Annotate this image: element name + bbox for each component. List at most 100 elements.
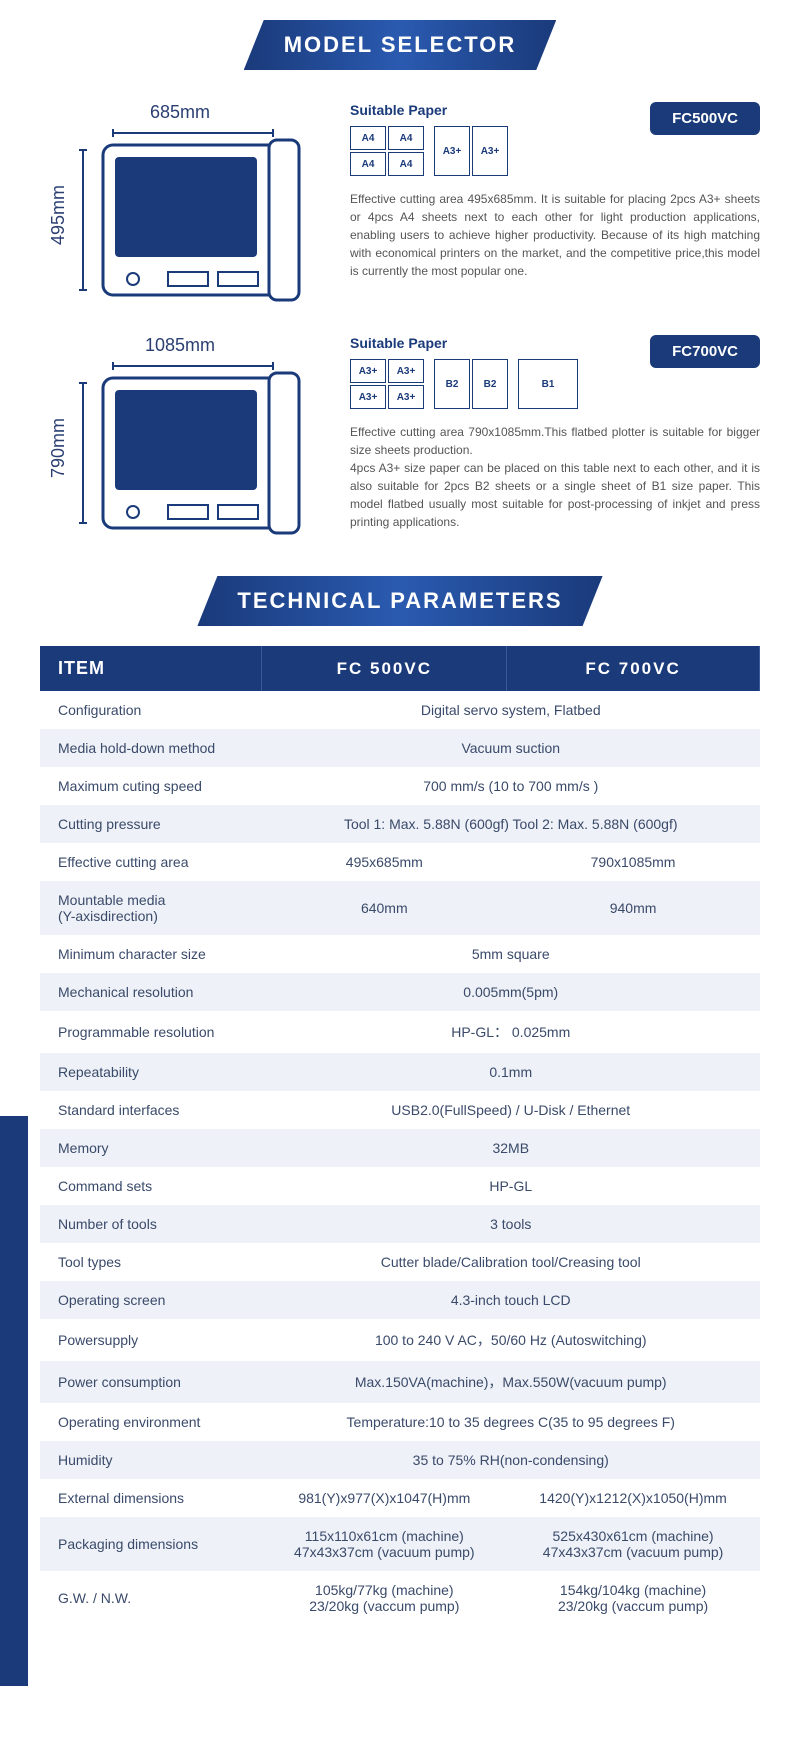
spec-value: 0.005mm(5pm) [262,973,760,1011]
paper-row: A4A4A4A4 A3+A3+ [350,126,650,176]
table-row: Tool typesCutter blade/Calibration tool/… [40,1243,760,1281]
info-col: FC700VC Suitable Paper A3+A3+A3+A3+B2B2B… [350,335,760,531]
spec-value: 32MB [262,1129,760,1167]
table-row: Maximum cuting speed700 mm/s (10 to 700 … [40,767,760,805]
dim-top: 1085mm [145,335,215,356]
spec-value: Digital servo system, Flatbed [262,691,760,729]
spec-label: G.W. / N.W. [40,1571,262,1625]
table-row: G.W. / N.W.105kg/77kg (machine)23/20kg (… [40,1571,760,1625]
spec-value: 5mm square [262,935,760,973]
spec-value: 640mm [262,881,507,935]
spec-label: Media hold-down method [40,729,262,767]
spec-value: HP-GL [262,1167,760,1205]
spec-label: Mechanical resolution [40,973,262,1011]
spec-header: FC 700VC [507,646,760,691]
table-row: ConfigurationDigital servo system, Flatb… [40,691,760,729]
spec-label: Repeatability [40,1053,262,1091]
spec-value: 0.1mm [262,1053,760,1091]
table-row: Memory32MB [40,1129,760,1167]
spec-label: External dimensions [40,1479,262,1517]
table-row: External dimensions981(Y)x977(X)x1047(H)… [40,1479,760,1517]
paper-cell: A3+ [350,385,386,409]
table-row: Command setsHP-GL [40,1167,760,1205]
dim-side: 495mm [48,185,69,245]
diagram-col: 685mm 495mm [40,102,320,305]
spec-value: 981(Y)x977(X)x1047(H)mm [262,1479,507,1517]
spec-label: Powersupply [40,1319,262,1361]
paper-cell: B2 [434,359,470,409]
spec-value: Vacuum suction [262,729,760,767]
spec-label: Standard interfaces [40,1091,262,1129]
spec-header: FC 500VC [262,646,507,691]
spec-value: 940mm [507,881,760,935]
spec-value: 525x430x61cm (machine)47x43x37cm (vacuum… [507,1517,760,1571]
paper-cell: B2 [472,359,508,409]
spec-value: 4.3-inch touch LCD [262,1281,760,1319]
model-desc: Effective cutting area 790x1085mm.This f… [350,423,760,531]
spec-value: Tool 1: Max. 5.88N (600gf) Tool 2: Max. … [262,805,760,843]
table-row: Mountable media(Y-axisdirection)640mm940… [40,881,760,935]
table-row: Repeatability0.1mm [40,1053,760,1091]
spec-table: ITEMFC 500VCFC 700VC ConfigurationDigita… [40,646,760,1625]
spec-label: Memory [40,1129,262,1167]
spec-label: Operating screen [40,1281,262,1319]
table-row: Operating environmentTemperature:10 to 3… [40,1403,760,1441]
spec-value: 1420(Y)x1212(X)x1050(H)mm [507,1479,760,1517]
spec-value: 115x110x61cm (machine)47x43x37cm (vacuum… [262,1517,507,1571]
model-desc: Effective cutting area 495x685mm. It is … [350,190,760,280]
paper-group: A4A4A4A4 [350,126,424,176]
table-row: Humidity35 to 75% RH(non-condensing) [40,1441,760,1479]
spec-label: Operating environment [40,1403,262,1441]
dim-top: 685mm [150,102,210,123]
spec-value: Max.150VA(machine)，Max.550W(vacuum pump) [262,1361,760,1403]
model-row: 685mm 495mm FC500VC Suitable Paper A4A4A… [0,90,800,323]
paper-cell: A4 [350,126,386,150]
spec-value: 790x1085mm [507,843,760,881]
table-row: Effective cutting area495x685mm790x1085m… [40,843,760,881]
model-selector-banner: MODEL SELECTOR [244,20,557,70]
table-row: Operating screen4.3-inch touch LCD [40,1281,760,1319]
paper-cell: A4 [388,126,424,150]
spec-value: 495x685mm [262,843,507,881]
paper-cell: B1 [518,359,578,409]
table-row: Minimum character size5mm square [40,935,760,973]
model-badge: FC700VC [650,335,760,368]
spec-label: Programmable resolution [40,1011,262,1053]
spec-header: ITEM [40,646,262,691]
info-col: FC500VC Suitable Paper A4A4A4A4A3+A3+ Ef… [350,102,760,280]
table-row: Packaging dimensions115x110x61cm (machin… [40,1517,760,1571]
spec-label: Configuration [40,691,262,729]
spec-label: Mountable media(Y-axisdirection) [40,881,262,935]
paper-cell: A3+ [388,359,424,383]
model-row: 1085mm 790mm FC700VC Suitable Paper A3+A… [0,323,800,556]
paper-cell: A3+ [350,359,386,383]
spec-value: 154kg/104kg (machine)23/20kg (vaccum pum… [507,1571,760,1625]
spec-value: 100 to 240 V AC，50/60 Hz (Autoswitching) [262,1319,760,1361]
table-row: Number of tools3 tools [40,1205,760,1243]
spec-value: 3 tools [262,1205,760,1243]
paper-cell: A4 [350,152,386,176]
dim-side: 790mm [48,418,69,478]
table-row: Standard interfacesUSB2.0(FullSpeed) / U… [40,1091,760,1129]
spec-value: 700 mm/s (10 to 700 mm/s ) [262,767,760,805]
spec-value: HP-GL： 0.025mm [262,1011,760,1053]
spec-label: Tool types [40,1243,262,1281]
table-row: Power consumptionMax.150VA(machine)，Max.… [40,1361,760,1403]
spec-value: 35 to 75% RH(non-condensing) [262,1441,760,1479]
spec-label: Minimum character size [40,935,262,973]
paper-cell: A3+ [388,385,424,409]
paper-cell: A4 [388,152,424,176]
table-row: Powersupply100 to 240 V AC，50/60 Hz (Aut… [40,1319,760,1361]
spec-value: Temperature:10 to 35 degrees C(35 to 95 … [262,1403,760,1441]
paper-cell: A3+ [434,126,470,176]
paper-row: A3+A3+A3+A3+B2B2B1 [350,359,650,409]
paper-group: B2B2 [434,359,508,409]
paper-cell: A3+ [472,126,508,176]
table-row: Programmable resolutionHP-GL： 0.025mm [40,1011,760,1053]
table-row: Media hold-down methodVacuum suction [40,729,760,767]
spec-label: Packaging dimensions [40,1517,262,1571]
spec-label: Number of tools [40,1205,262,1243]
table-row: Cutting pressureTool 1: Max. 5.88N (600g… [40,805,760,843]
paper-group: B1 [518,359,578,409]
spec-label: Maximum cuting speed [40,767,262,805]
